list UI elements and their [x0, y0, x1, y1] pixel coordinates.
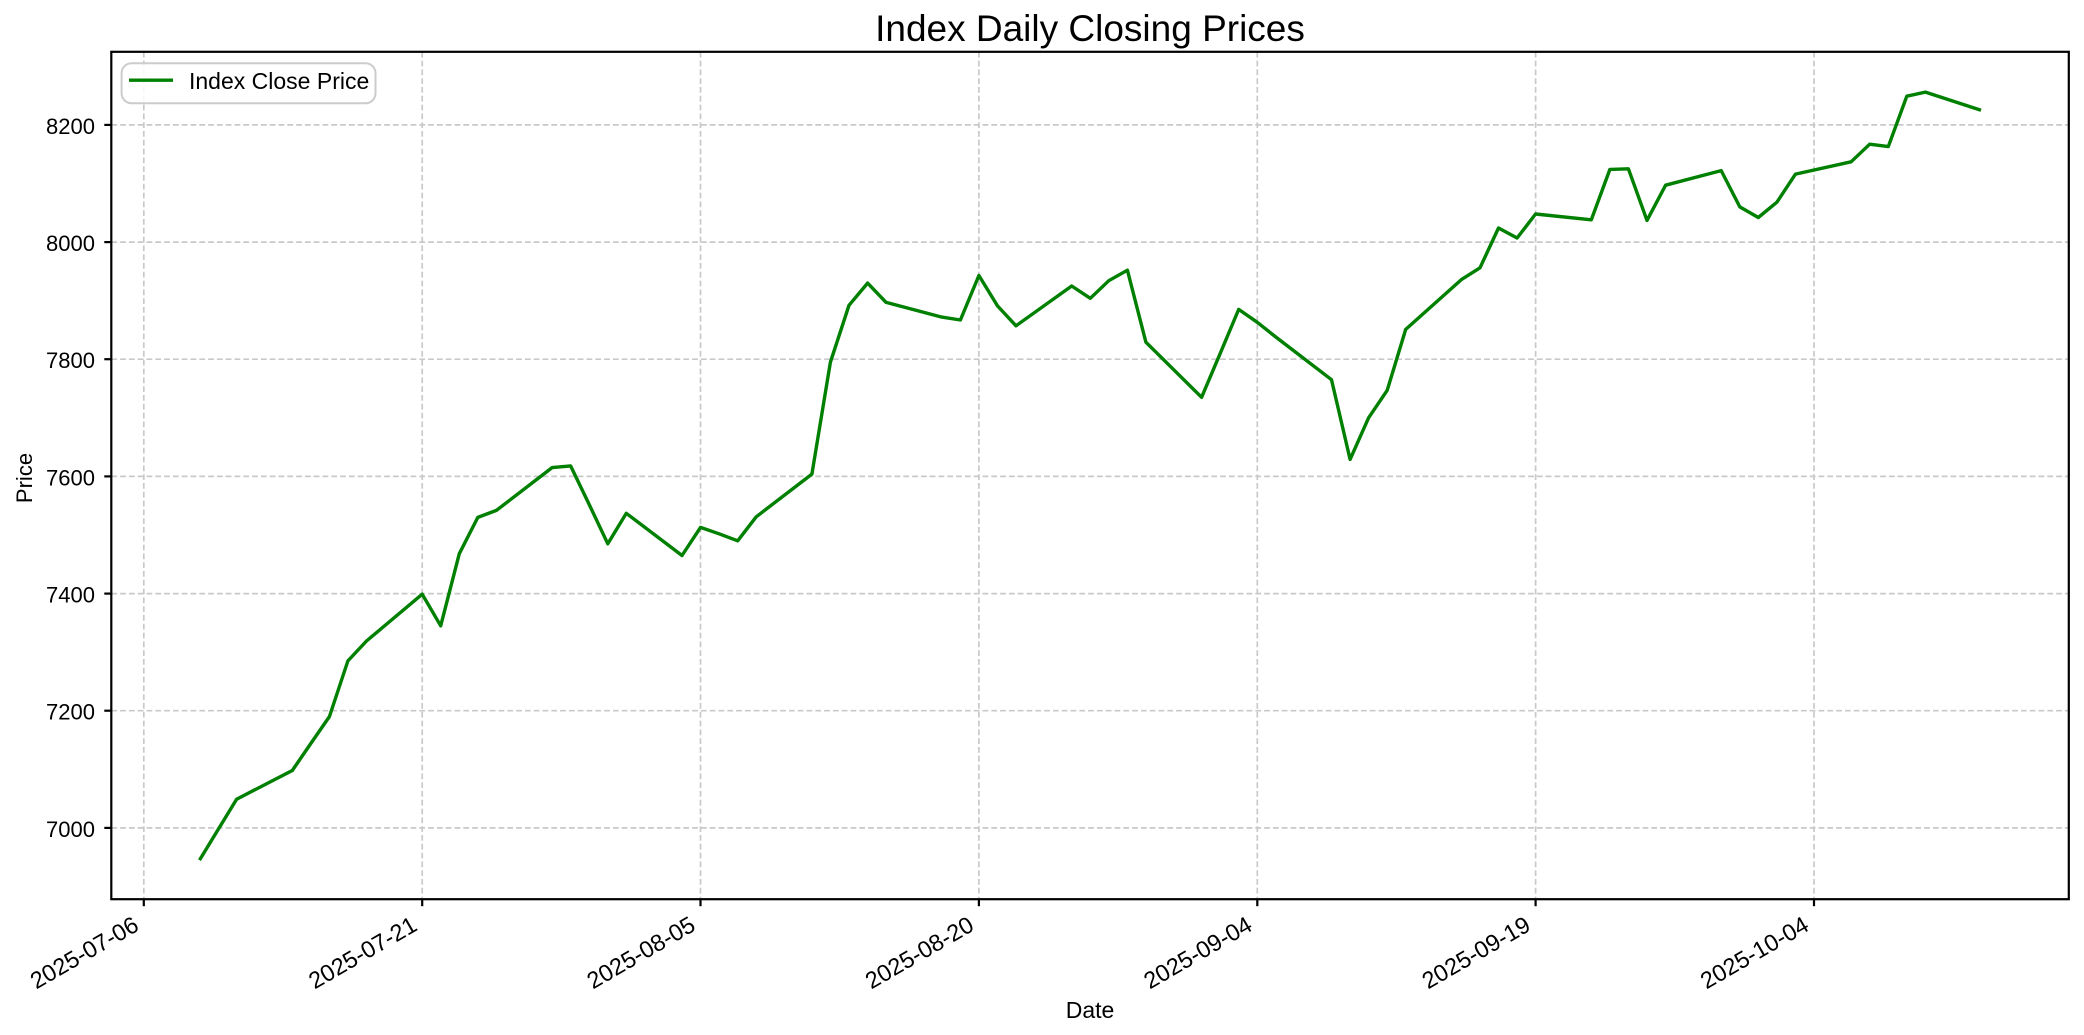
svg-text:8200: 8200: [46, 114, 95, 139]
svg-text:7600: 7600: [46, 465, 95, 490]
svg-text:7400: 7400: [46, 583, 95, 608]
svg-text:Date: Date: [1066, 997, 1115, 1023]
svg-text:Price: Price: [12, 453, 37, 503]
svg-text:Index Daily Closing Prices: Index Daily Closing Prices: [875, 8, 1305, 49]
svg-text:7200: 7200: [46, 700, 95, 725]
svg-text:Index Close Price: Index Close Price: [189, 68, 369, 94]
svg-text:7000: 7000: [46, 817, 95, 842]
svg-text:8000: 8000: [46, 231, 95, 256]
svg-text:7800: 7800: [46, 348, 95, 373]
